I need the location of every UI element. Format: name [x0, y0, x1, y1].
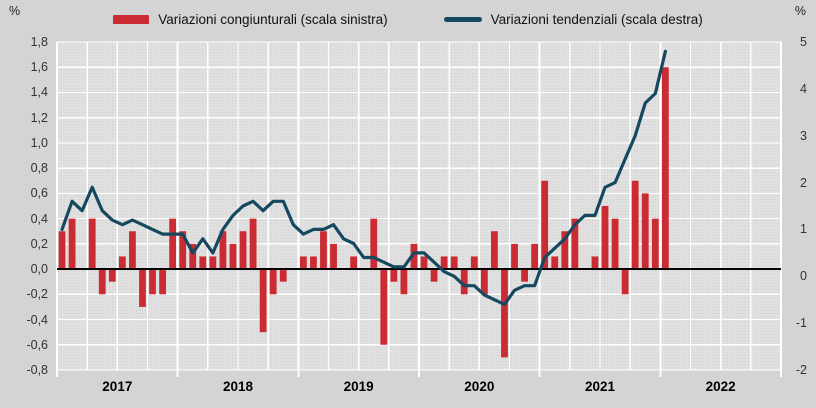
bar-variazione-congiunturale — [551, 256, 559, 270]
bar-variazione-congiunturale — [501, 269, 508, 358]
bar-variazione-congiunturale — [139, 269, 146, 307]
left-axis-tick-label: 0,0 — [30, 262, 48, 277]
left-axis-tick-label: 1,2 — [30, 110, 48, 125]
trend-line — [60, 49, 668, 306]
year-label: 2020 — [464, 379, 495, 394]
left-axis-tick-label: -0,2 — [26, 287, 48, 302]
bar-variazione-congiunturale — [350, 256, 358, 270]
right-axis-tick-label: -2 — [795, 363, 807, 377]
bar-variazione-congiunturale — [199, 256, 207, 270]
left-axis-tick-label: 0,6 — [30, 186, 48, 201]
right-axis-tick-label: 5 — [800, 35, 807, 49]
bar-variazione-congiunturale — [209, 256, 217, 270]
left-axis-tick-label: 1,0 — [30, 135, 48, 150]
bar-variazione-congiunturale — [521, 269, 528, 282]
bar-variazione-congiunturale — [440, 256, 448, 270]
bar-variazione-congiunturale — [88, 218, 96, 270]
bar-variazione-congiunturale — [611, 218, 619, 270]
bar-variazione-congiunturale — [229, 243, 237, 270]
right-axis-tick-label: 4 — [800, 81, 807, 96]
legend-label-congiunturali: Variazioni congiunturali (scala sinistra… — [158, 11, 388, 27]
year-label: 2021 — [584, 379, 616, 394]
bars-variazioni-congiunturali — [58, 67, 669, 358]
bar-variazione-congiunturale — [571, 218, 579, 270]
bar-variazione-congiunturale — [239, 231, 247, 270]
bar-variazione-congiunturale — [511, 243, 518, 270]
bar-variazione-congiunturale — [470, 256, 478, 270]
bar-variazione-congiunturale — [299, 256, 307, 270]
bar-variazione-congiunturale — [320, 231, 327, 270]
bar-variazione-congiunturale — [631, 180, 639, 270]
bar-variazione-congiunturale — [98, 269, 106, 295]
left-axis-tick-label: -0,4 — [26, 312, 48, 327]
bar-variazione-congiunturale — [108, 269, 116, 282]
bar-variazione-congiunturale — [179, 231, 187, 270]
bar-variazione-congiunturale — [370, 218, 378, 270]
year-label: 2019 — [343, 379, 374, 394]
left-axis-tick-label: 1,8 — [30, 35, 48, 49]
bar-variazione-congiunturale — [219, 231, 227, 270]
bar-variazione-congiunturale — [380, 269, 388, 345]
bar-variazione-congiunturale — [561, 231, 569, 270]
left-axis-tick-label: -0,8 — [26, 363, 48, 377]
bar-variazione-congiunturale — [330, 243, 337, 270]
year-label: 2017 — [102, 379, 133, 394]
chart-legend: Variazioni congiunturali (scala sinistra… — [0, 8, 816, 30]
line-variazioni-tendenziali — [60, 49, 668, 306]
right-axis-tick-label: -1 — [795, 316, 807, 331]
bar-variazione-congiunturale — [118, 256, 126, 270]
right-axis-tick-label: 0 — [800, 269, 807, 284]
legend-item-congiunturali: Variazioni congiunturali (scala sinistra… — [113, 11, 388, 27]
bar-variazione-congiunturale — [460, 269, 468, 295]
left-axis-tick-label: 0,8 — [30, 161, 48, 176]
left-axis-unit-label: % — [9, 4, 21, 18]
bar-variazione-congiunturale — [58, 231, 66, 270]
bar-variazione-congiunturale — [310, 256, 317, 270]
legend-item-tendenziali: Variazioni tendenziali (scala destra) — [443, 11, 703, 27]
bar-variazione-congiunturale — [491, 231, 498, 270]
left-axis-tick-label: 0,2 — [30, 236, 48, 251]
right-axis-tick-label: 2 — [800, 175, 807, 190]
right-axis-unit-label: % — [794, 4, 806, 18]
bar-variazione-congiunturale — [189, 243, 197, 270]
bar-variazione-congiunturale — [269, 269, 277, 295]
year-label: 2018 — [222, 379, 254, 394]
left-axis-tick-label: 1,4 — [30, 85, 48, 100]
bar-variazione-congiunturale — [390, 269, 398, 282]
bar-variazione-congiunturale — [249, 218, 257, 270]
bar-variazione-congiunturale — [400, 269, 408, 295]
left-axis-tick-label: 1,6 — [30, 60, 48, 75]
year-label: 2022 — [705, 379, 736, 394]
bar-variazione-congiunturale — [149, 269, 156, 295]
bar-variazione-congiunturale — [420, 256, 428, 270]
bar-variazione-congiunturale — [279, 269, 287, 282]
bar-variazione-congiunturale — [531, 243, 539, 270]
left-axis-tick-label: 0,4 — [30, 211, 48, 226]
bar-variazione-congiunturale — [450, 256, 458, 270]
bar-variazione-congiunturale — [651, 218, 659, 270]
bar-variazione-congiunturale — [129, 231, 136, 270]
left-axis-tick-label: -0,6 — [26, 337, 48, 352]
legend-label-tendenziali: Variazioni tendenziali (scala destra) — [490, 11, 703, 27]
bar-variazione-congiunturale — [159, 269, 166, 295]
bar-series-swatch-icon — [113, 14, 150, 24]
bar-variazione-congiunturale — [591, 256, 599, 270]
bar-variazione-congiunturale — [541, 180, 549, 270]
bar-variazione-congiunturale — [621, 269, 629, 295]
bar-variazione-congiunturale — [68, 218, 76, 270]
right-axis-tick-label: 1 — [800, 222, 807, 237]
right-axis-tick-label: 3 — [800, 128, 807, 143]
bar-variazione-congiunturale — [661, 67, 669, 270]
bar-variazione-congiunturale — [601, 206, 609, 270]
bar-variazione-congiunturale — [641, 193, 649, 270]
line-series-swatch-icon — [443, 16, 482, 22]
bar-variazione-congiunturale — [259, 269, 267, 333]
bar-variazione-congiunturale — [480, 269, 488, 295]
bar-variazione-congiunturale — [430, 269, 438, 282]
bar-variazione-congiunturale — [410, 243, 418, 270]
bar-variazione-congiunturale — [169, 218, 177, 270]
